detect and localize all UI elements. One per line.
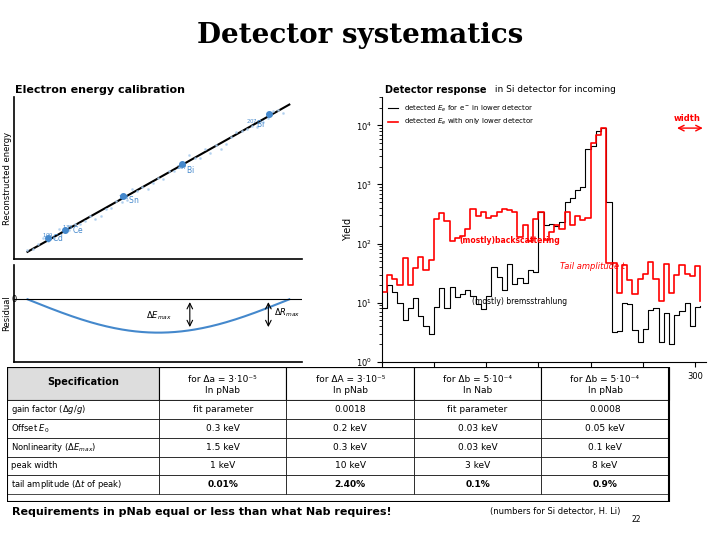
Text: (mostly)backscattering: (mostly)backscattering (459, 236, 560, 245)
Text: 0.1 keV: 0.1 keV (588, 443, 622, 451)
Bar (159, 438, 287, 456)
Text: (numbers for Si detector, H. Li): (numbers for Si detector, H. Li) (490, 507, 621, 516)
Bar (414, 438, 541, 456)
Text: fit parameter: fit parameter (193, 406, 253, 414)
Text: Specification: Specification (48, 377, 119, 387)
Text: 0.01%: 0.01% (207, 480, 238, 489)
Text: In pNab: In pNab (588, 386, 623, 395)
Text: in Si detector for incoming: in Si detector for incoming (492, 85, 618, 94)
Bar (287, 438, 414, 456)
Text: 0: 0 (12, 295, 17, 304)
Text: 0.9%: 0.9% (593, 480, 618, 489)
Text: Nonlinearity ($\Delta E_{max}$): Nonlinearity ($\Delta E_{max}$) (11, 441, 96, 454)
Text: (mostly) bremsstrahlung: (mostly) bremsstrahlung (472, 296, 567, 306)
Bar (7, 401, 159, 419)
Text: $\Delta R_{max}$: $\Delta R_{max}$ (274, 307, 300, 320)
Text: 2.40%: 2.40% (335, 480, 366, 489)
Text: 0.0018: 0.0018 (334, 406, 366, 414)
Text: peak width: peak width (11, 461, 58, 470)
Text: 22: 22 (632, 515, 642, 524)
Text: Pulse height: Pulse height (240, 272, 297, 281)
Text: 1.5 keV: 1.5 keV (206, 443, 240, 451)
Text: 0.1%: 0.1% (465, 480, 490, 489)
Bar (159, 401, 287, 419)
Text: Detector response: Detector response (385, 85, 487, 95)
Text: $\Delta E_{max}$: $\Delta E_{max}$ (145, 310, 171, 322)
Text: width: width (673, 114, 701, 123)
Bar (287, 475, 414, 494)
Text: Requirements in pNab equal or less than what Nab requires!: Requirements in pNab equal or less than … (12, 507, 392, 517)
Text: 0.2 keV: 0.2 keV (333, 424, 367, 433)
Bar (541, 401, 669, 419)
Bar (541, 456, 669, 475)
Bar (414, 401, 541, 419)
Text: for Δb = 5·10⁻⁴: for Δb = 5·10⁻⁴ (443, 375, 512, 384)
Y-axis label: Residual: Residual (3, 295, 12, 331)
Bar (7, 419, 159, 438)
Text: Detector systematics: Detector systematics (197, 22, 523, 49)
Bar (159, 475, 287, 494)
Bar (414, 475, 541, 494)
Text: for Δa = 3·10⁻⁵: for Δa = 3·10⁻⁵ (189, 375, 257, 384)
Text: Electron energy calibration: Electron energy calibration (15, 85, 185, 95)
Bar (287, 401, 414, 419)
Text: $^{113}$Sn: $^{113}$Sn (117, 194, 139, 206)
Legend: detected $E_e$ for e$^-$ in lower detector, detected $E_e$ with only lower detec: detected $E_e$ for e$^-$ in lower detect… (385, 100, 537, 130)
Text: $E_c$ = 300 keV,   (Max. impact angle of electrons is 12°, due to magnetic filte: $E_c$ = 300 keV, (Max. impact angle of e… (385, 97, 697, 110)
Text: Pulse height: Pulse height (240, 379, 297, 388)
Text: Tail amplitude t: Tail amplitude t (560, 262, 625, 271)
Bar (541, 475, 669, 494)
Text: 10 keV: 10 keV (335, 461, 366, 470)
Bar (414, 367, 541, 401)
Text: 0.0008: 0.0008 (589, 406, 621, 414)
Bar (541, 438, 669, 456)
Text: 0.03 keV: 0.03 keV (458, 443, 498, 451)
Text: 1 keV: 1 keV (210, 461, 235, 470)
Text: Offset $E_0$: Offset $E_0$ (11, 422, 50, 435)
Bar (7, 475, 159, 494)
Bar (414, 456, 541, 475)
Bar (159, 367, 287, 401)
Bar (541, 367, 669, 401)
Bar (287, 367, 414, 401)
Text: 0.05 keV: 0.05 keV (585, 424, 625, 433)
Text: $^{109}$Cd: $^{109}$Cd (42, 232, 64, 244)
Text: $^{207}$Bi: $^{207}$Bi (176, 164, 195, 176)
Text: In pNab: In pNab (333, 386, 368, 395)
Bar (159, 456, 287, 475)
Text: 0.3 keV: 0.3 keV (206, 424, 240, 433)
Bar (7, 367, 159, 401)
Bar (7, 456, 159, 475)
Text: In pNab: In pNab (205, 386, 240, 395)
Text: $^{139}$Ce: $^{139}$Ce (63, 224, 84, 236)
Y-axis label: Reconstructed energy: Reconstructed energy (3, 132, 12, 225)
Bar (159, 419, 287, 438)
Text: fit parameter: fit parameter (447, 406, 508, 414)
Text: 0.3 keV: 0.3 keV (333, 443, 367, 451)
Text: gain factor ($\Delta g/g$): gain factor ($\Delta g/g$) (11, 403, 86, 416)
Bar (287, 419, 414, 438)
Bar (541, 419, 669, 438)
Text: In Nab: In Nab (463, 386, 492, 395)
Text: for ΔA = 3·10⁻⁵: for ΔA = 3·10⁻⁵ (315, 375, 385, 384)
Text: 3 keV: 3 keV (465, 461, 490, 470)
X-axis label: detected $E_e$ [keV]: detected $E_e$ [keV] (500, 386, 588, 400)
Y-axis label: Yield: Yield (343, 218, 353, 241)
Text: 0.03 keV: 0.03 keV (458, 424, 498, 433)
Text: $^{207}$Bi: $^{207}$Bi (246, 118, 265, 130)
Text: tail amplitude ($\Delta t$ of peak): tail amplitude ($\Delta t$ of peak) (11, 478, 122, 491)
Text: 8 keV: 8 keV (593, 461, 618, 470)
Bar (414, 419, 541, 438)
Bar (287, 456, 414, 475)
Bar (7, 438, 159, 456)
Text: for Δb = 5·10⁻⁴: for Δb = 5·10⁻⁴ (570, 375, 639, 384)
